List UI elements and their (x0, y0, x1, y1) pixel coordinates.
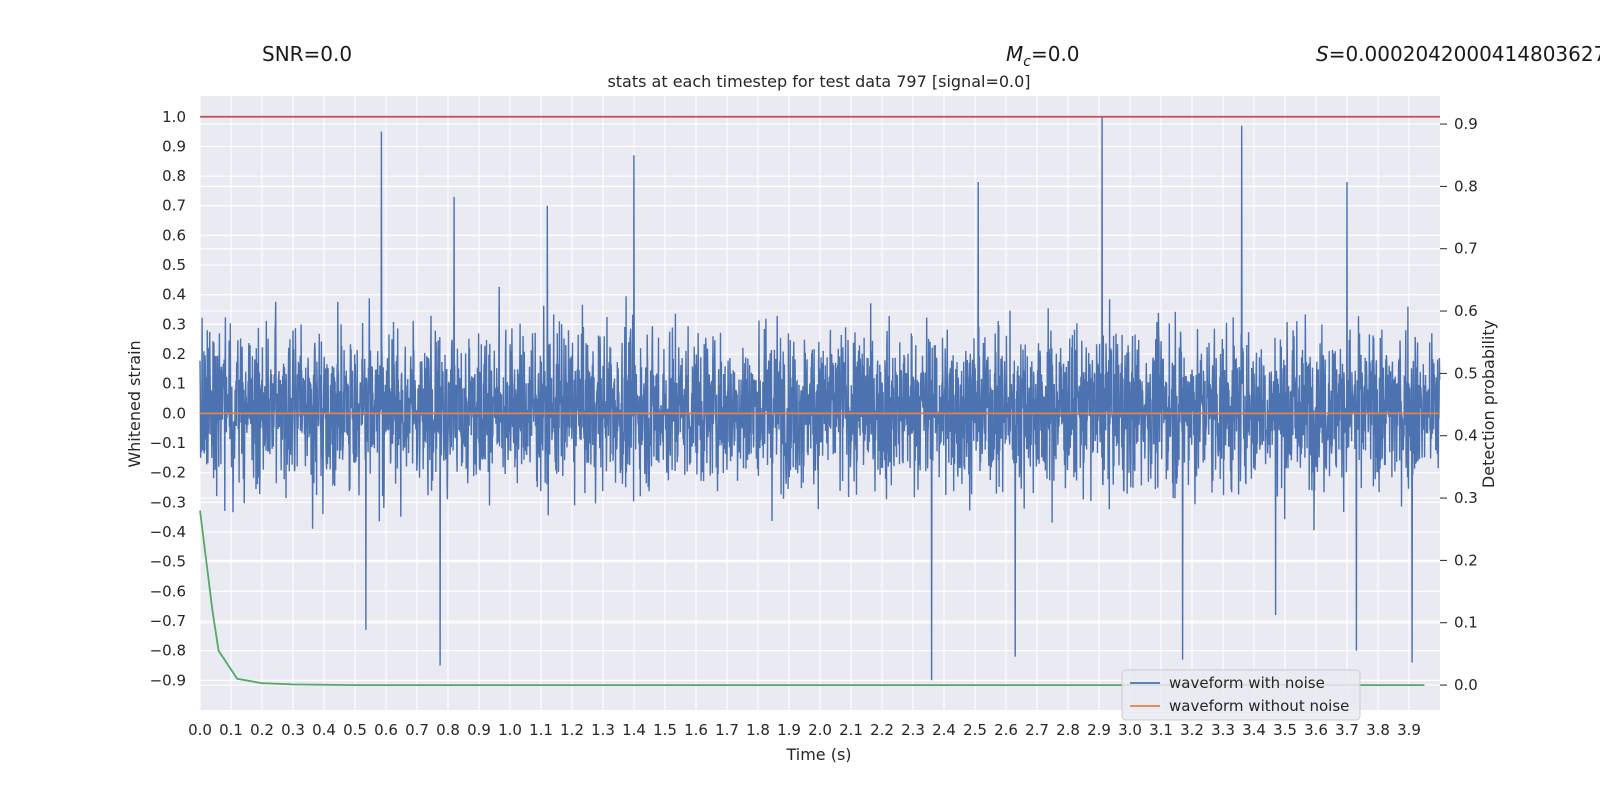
legend-label-clean: waveform without noise (1169, 697, 1349, 715)
y-tick-label: −0.2 (150, 464, 186, 482)
legend: waveform with noise waveform without noi… (1121, 669, 1361, 721)
y-tick-label: −0.3 (150, 493, 186, 511)
y2-tick-label: 0.0 (1454, 676, 1478, 694)
y2-tick-label: 0.9 (1454, 115, 1478, 133)
y-tick-label: 1.0 (162, 108, 186, 126)
y-tick-label: −0.5 (150, 553, 186, 571)
x-tick-label: 3.6 (1304, 721, 1328, 739)
x-tick-label: 1.8 (746, 721, 770, 739)
snr-label: SNR=0.0 (262, 42, 352, 66)
x-tick-label: 2.0 (808, 721, 832, 739)
x-tick-label: 1.6 (684, 721, 708, 739)
chirp-mass-label: Mc=0.0 (1006, 42, 1080, 70)
y-tick-label: 0.3 (162, 315, 186, 333)
y-tick-label: 0.2 (162, 345, 186, 363)
x-tick-label: 3.3 (1211, 721, 1235, 739)
x-tick-label: 2.4 (932, 721, 956, 739)
series-waveform-with-noise (199, 116, 1441, 681)
y-gridlines (200, 116, 1440, 681)
x-tick-label: 3.1 (1149, 721, 1173, 739)
x-tick-label: 3.4 (1242, 721, 1266, 739)
x-tick-label: 0.7 (405, 721, 429, 739)
y2-tick-label: 0.1 (1454, 614, 1478, 632)
x-tick-label: 2.5 (963, 721, 987, 739)
x-axis-label: Time (s) (785, 745, 851, 764)
y-tick-label: −0.8 (150, 642, 186, 660)
y2-axis-ticks: 0.9 0.8 0.7 0.6 0.5 0.4 0.3 0.2 0.1 0.0 (1440, 115, 1478, 694)
chart-title: stats at each timestep for test data 797… (607, 72, 1030, 91)
legend-label-noise: waveform with noise (1169, 674, 1325, 692)
y-tick-label: 0.0 (162, 404, 186, 422)
x-tick-label: 1.2 (560, 721, 584, 739)
x-tick-label: 1.7 (715, 721, 739, 739)
y2-tick-label: 0.2 (1454, 551, 1478, 569)
x-tick-label: 1.3 (591, 721, 615, 739)
y2-tick-label: 0.5 (1454, 364, 1478, 382)
x-tick-label: 2.7 (1025, 721, 1049, 739)
y-tick-label: −0.6 (150, 582, 186, 600)
y2-axis-label: Detection probability (1479, 320, 1498, 488)
y-tick-label: 0.5 (162, 256, 186, 274)
x-tick-label: 1.1 (529, 721, 553, 739)
y-tick-label: −0.7 (150, 612, 186, 630)
y-tick-label: 0.7 (162, 197, 186, 215)
x-axis-ticks: 0.0 0.1 0.2 0.3 0.4 0.5 0.6 0.7 0.8 0.9 1.0 1.1 1.2 1… (188, 721, 1421, 739)
x-tick-label: 3.7 (1335, 721, 1359, 739)
y2-tick-label: 0.4 (1454, 427, 1478, 445)
x-tick-label: 3.9 (1397, 721, 1421, 739)
y-tick-label: 0.8 (162, 167, 186, 185)
series-detection-probability (199, 510, 1425, 686)
y2-tick-label: 0.7 (1454, 240, 1478, 258)
x-tick-label: 0.2 (250, 721, 274, 739)
y-tick-label: 0.4 (162, 286, 186, 304)
s-stat-label: S=0.0002042000414803627 (1316, 42, 1600, 66)
y-tick-label: −0.1 (150, 434, 186, 452)
y-axis-ticks: 1.0 0.9 0.8 0.7 0.6 0.5 0.4 0.3 0.2 0.1 0.0 −0.1 −0.… (150, 108, 186, 690)
y-tick-label: 0.6 (162, 226, 186, 244)
y-tick-label: 0.1 (162, 375, 186, 393)
x-tick-label: 2.1 (839, 721, 863, 739)
x-tick-label: 1.5 (653, 721, 677, 739)
x-tick-label: 1.4 (622, 721, 646, 739)
y2-tick-label: 0.6 (1454, 302, 1478, 320)
x-tick-label: 2.2 (870, 721, 894, 739)
x-tick-label: 2.8 (1056, 721, 1080, 739)
y-tick-label: −0.9 (150, 671, 186, 689)
x-tick-label: 0.9 (467, 721, 491, 739)
x-tick-label: 3.8 (1366, 721, 1390, 739)
y2-tick-label: 0.8 (1454, 177, 1478, 195)
x-tick-label: 2.3 (901, 721, 925, 739)
x-tick-label: 1.0 (498, 721, 522, 739)
x-tick-label: 0.1 (219, 721, 243, 739)
y-tick-label: 0.9 (162, 137, 186, 155)
x-tick-label: 3.2 (1180, 721, 1204, 739)
legend-box (1121, 669, 1361, 721)
x-tick-label: 0.5 (343, 721, 367, 739)
x-tick-label: 3.5 (1273, 721, 1297, 739)
x-tick-label: 2.6 (994, 721, 1018, 739)
y-tick-label: −0.4 (150, 523, 186, 541)
x-tick-label: 0.8 (436, 721, 460, 739)
x-tick-label: 0.3 (281, 721, 305, 739)
x-tick-label: 2.9 (1087, 721, 1111, 739)
x-tick-label: 0.4 (312, 721, 336, 739)
y-axis-label: Whitened strain (125, 340, 144, 467)
y2-tick-label: 0.3 (1454, 489, 1478, 507)
x-tick-label: 1.9 (777, 721, 801, 739)
x-tick-label: 3.0 (1118, 721, 1142, 739)
x-tick-label: 0.0 (188, 721, 212, 739)
x-tick-label: 0.6 (374, 721, 398, 739)
